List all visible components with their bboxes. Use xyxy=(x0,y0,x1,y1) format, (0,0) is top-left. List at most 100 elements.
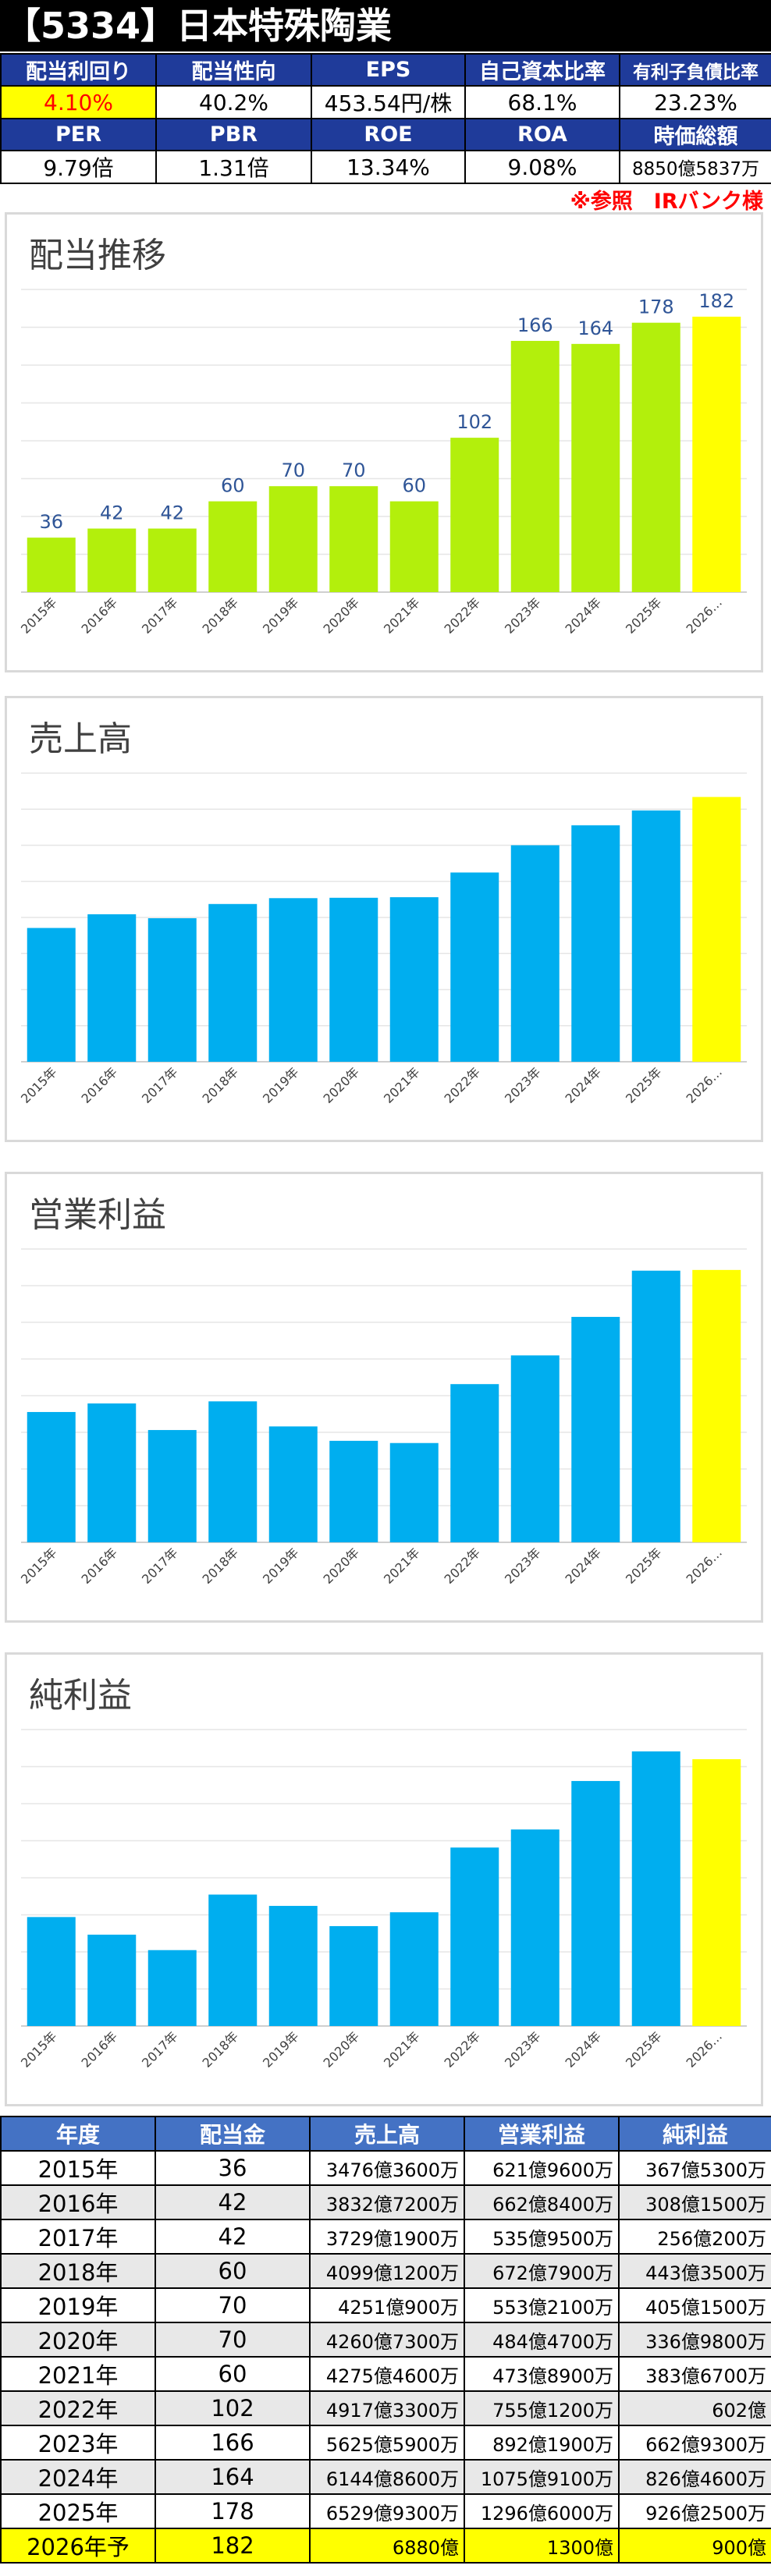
dividend-yield-label: 配当利回り xyxy=(0,53,157,87)
dividend-cell: 60 xyxy=(155,2356,311,2392)
net-income-cell: 443億3500万 xyxy=(618,2253,771,2289)
roe-label: ROE xyxy=(311,118,466,151)
operating-profit-tick-label: 2017年 xyxy=(139,1545,181,1587)
dividend-data-label: 60 xyxy=(402,475,426,497)
dividend-tick-label: 2016年 xyxy=(79,594,121,637)
dividend-tick-label: 2022年 xyxy=(442,594,484,637)
net-income-cell: 405億1500万 xyxy=(618,2287,771,2323)
col-header-sales: 売上高 xyxy=(309,2116,465,2152)
dividend-tick-label: 2020年 xyxy=(321,594,363,637)
table-row: 2015年 36 3476億3600万 621億9600万 367億5300万 xyxy=(0,2150,771,2186)
net-income-bar xyxy=(571,1780,620,2026)
operating-profit-chart-title: 営業利益 xyxy=(29,1195,166,1235)
operating-profit-bar xyxy=(147,1430,197,1542)
operating-profit-tick-label: 2025年 xyxy=(623,1545,665,1587)
dividend-cell: 36 xyxy=(155,2150,311,2186)
sales-tick-label: 2026… xyxy=(684,1064,726,1106)
dividend-tick-label: 2023年 xyxy=(502,594,544,637)
net-income-bar xyxy=(268,1906,318,2026)
dividend-bar xyxy=(87,528,137,592)
net-income-bar xyxy=(329,1925,378,2026)
table-row: 2017年 42 3729億1900万 535億9500万 256億200万 xyxy=(0,2219,771,2255)
per-value: 9.79倍 xyxy=(0,150,157,184)
per-label: PER xyxy=(0,118,157,151)
dividend-cell: 70 xyxy=(155,2287,311,2323)
dividend-tick-label: 2017年 xyxy=(139,594,181,637)
dividend-tick-label: 2021年 xyxy=(381,594,423,637)
table-row: 2021年 60 4275億4600万 473億8900万 383億6700万 xyxy=(0,2356,771,2392)
operating-profit-cell: 662億8400万 xyxy=(464,2184,620,2220)
operating-profit-tick-label: 2026… xyxy=(684,1545,726,1587)
dividend-bar xyxy=(268,486,318,592)
net-income-tick-label: 2023年 xyxy=(502,2028,544,2070)
dividend-bar xyxy=(631,322,680,592)
operating-profit-tick-label: 2023年 xyxy=(502,1545,544,1587)
operating-profit-tick-label: 2024年 xyxy=(563,1545,605,1587)
dividend-cell: 60 xyxy=(155,2253,311,2289)
operating-profit-tick-label: 2020年 xyxy=(321,1545,363,1587)
metrics-table: 配当利回り 配当性向 EPS 自己資本比率 有利子負債比率 4.10% 40.2… xyxy=(0,53,771,184)
eps-label: EPS xyxy=(311,53,466,87)
dividend-cell: 42 xyxy=(155,2219,311,2255)
year-cell: 2026年予 xyxy=(0,2528,156,2564)
net-income-tick-label: 2022年 xyxy=(442,2028,484,2070)
financial-table: 年度 配当金 売上高 営業利益 純利益 2015年 36 3476億3600万 621… xyxy=(0,2116,771,2564)
net-income-bar xyxy=(389,1912,439,2026)
operating-profit-cell: 755億1200万 xyxy=(464,2390,620,2426)
dividend-data-label: 102 xyxy=(457,411,492,433)
dividend-cell: 42 xyxy=(155,2184,311,2220)
operating-profit-chart-plot: 2015年 2016年 2017年 2018年 2019年 2020年 2021年 2022年… xyxy=(18,1248,747,1587)
net-income-bar xyxy=(692,1759,741,2026)
sales-chart: 売上高 2015年 2016年 2017年 2018年 2019年 2020年 2021年 2… xyxy=(5,696,763,1142)
net-income-cell: 383億6700万 xyxy=(618,2356,771,2392)
net-income-bar xyxy=(631,1751,680,2026)
sales-cell: 6144億8600万 xyxy=(309,2459,465,2495)
debt-ratio-label: 有利子負債比率 xyxy=(619,53,771,87)
net-income-tick-label: 2019年 xyxy=(260,2028,302,2070)
year-cell: 2021年 xyxy=(0,2356,156,2392)
operating-profit-bar xyxy=(510,1355,560,1542)
net-income-bar xyxy=(208,1894,258,2026)
sales-bar xyxy=(571,825,620,1062)
operating-profit-cell: 1296億6000万 xyxy=(464,2493,620,2529)
dividend-bar xyxy=(389,501,439,592)
net-income-bar xyxy=(450,1847,499,2026)
net-income-bar xyxy=(87,1934,137,2026)
sales-chart-plot: 2015年 2016年 2017年 2018年 2019年 2020年 2021年 2022年… xyxy=(18,772,747,1106)
sales-bar xyxy=(208,903,258,1062)
year-cell: 2020年 xyxy=(0,2322,156,2358)
dividend-bar xyxy=(450,438,499,592)
dividend-tick-label: 2015年 xyxy=(18,594,60,637)
operating-profit-bar xyxy=(692,1269,741,1542)
pbr-value: 1.31倍 xyxy=(155,150,312,184)
sales-tick-label: 2022年 xyxy=(442,1064,484,1106)
net-income-cell: 900億 xyxy=(618,2528,771,2564)
sales-cell: 4917億3300万 xyxy=(309,2390,465,2426)
sales-bar xyxy=(510,845,560,1062)
operating-profit-bar xyxy=(87,1403,137,1542)
operating-profit-cell: 484億4700万 xyxy=(464,2322,620,2358)
table-row: 2018年 60 4099億1200万 672億7900万 443億3500万 xyxy=(0,2253,771,2289)
year-cell: 2022年 xyxy=(0,2390,156,2426)
sales-tick-label: 2015年 xyxy=(18,1064,60,1106)
net-income-tick-label: 2024年 xyxy=(563,2028,605,2070)
dividend-bar xyxy=(147,528,197,592)
dividend-data-label: 42 xyxy=(160,502,184,524)
equity-ratio-label: 自己資本比率 xyxy=(464,53,620,87)
page-title: 【5334】日本特殊陶業 xyxy=(0,0,771,51)
market-cap-label: 時価総額 xyxy=(619,118,771,151)
net-income-cell: 602億 xyxy=(618,2390,771,2426)
dividend-bar xyxy=(329,486,378,592)
net-income-tick-label: 2026… xyxy=(684,2028,726,2070)
sales-cell: 6880億 xyxy=(309,2528,465,2564)
dividend-cell: 166 xyxy=(155,2425,311,2461)
net-income-chart-title: 純利益 xyxy=(29,1676,132,1716)
sales-bar xyxy=(692,797,741,1062)
dividend-data-label: 36 xyxy=(39,511,63,533)
dividend-chart-plot: 36 2015年 42 2016年 42 2017年 60 2018年 70 2019年 70 202… xyxy=(18,289,747,637)
dividend-data-label: 164 xyxy=(577,318,613,339)
dividend-data-label: 182 xyxy=(698,290,734,312)
operating-profit-cell: 553億2100万 xyxy=(464,2287,620,2323)
table-row: 2025年 178 6529億9300万 1296億6000万 926億2500万 xyxy=(0,2493,771,2529)
table-row: 2023年 166 5625億5900万 892億1900万 662億9300万 xyxy=(0,2425,771,2461)
